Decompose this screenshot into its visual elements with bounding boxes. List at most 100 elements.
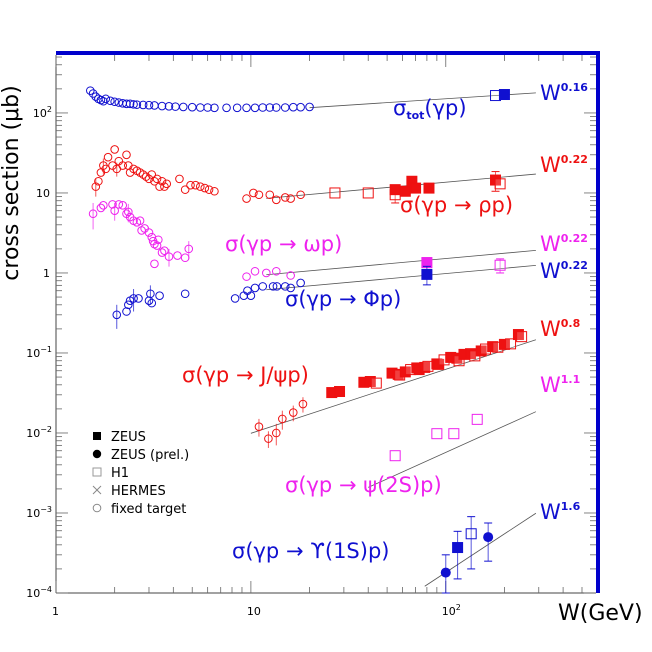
legend-filled-square-icon [93,432,101,440]
sigma-symbol: σ [225,232,238,256]
x-tick-label: 102 [442,603,461,618]
fixed-target-point [204,185,214,194]
zeus-point [465,348,477,360]
process-text: (γp → ϒ(1S)p) [245,539,389,563]
zeus-point [421,268,433,280]
power-law-base: W [540,232,561,256]
power-law-exponent: 0.22 [561,259,588,272]
fixed-target-point [250,103,260,113]
fixed-target-point [250,266,260,276]
process-label-omega: σ(γp → ωp) [225,232,342,256]
fixed-target-point [242,103,251,113]
zeus-prelim-point [440,567,451,578]
fixed-target-point [160,246,169,255]
fixed-target-point [99,96,108,106]
x-axis-label: W(GeV) [558,601,643,626]
process-label-phi: σ(γp → Φp) [285,287,401,311]
fixed-target-point [242,272,251,281]
fixed-target-point [88,89,98,98]
y-tick-label: 10−4 [26,585,52,600]
fixed-target-point [152,174,162,184]
y-axis-label: cross section (μb) [0,85,24,280]
fixed-target-point [210,186,219,196]
fixed-target-point [152,241,162,250]
fixed-target-point [254,422,264,431]
fixed-target-point [150,259,159,269]
fixed-target-point [242,194,251,203]
power-law-base: W [540,259,561,283]
power-law-label-upsilon: W1.6 [540,500,581,524]
fixed-target-point [271,428,281,438]
fixed-target-point [272,282,282,291]
power-law-label-omega: W0.22 [540,232,588,256]
fixed-target-point [88,209,98,219]
fixed-target-point [222,103,231,113]
zeus-point [419,361,431,373]
zeus-point [364,376,376,388]
power-law-label-rho: W0.22 [540,153,588,177]
power-law-label-psi2s: W1.1 [540,373,580,397]
fixed-target-point [144,100,154,110]
process-text: (γp → ωp) [238,232,342,256]
fixed-target-point [264,434,273,443]
legend-entry: fixed target [92,502,186,517]
process-text: (γp → ρp) [413,193,513,217]
fixed-target-point [280,193,290,202]
fit-line-phi [266,265,536,291]
fixed-target-point [296,102,305,112]
sigma-symbol: σ [393,96,406,120]
fixed-target-point [103,152,113,162]
power-law-exponent: 1.6 [561,500,581,513]
fixed-target-point [296,190,305,200]
fixed-target-point [125,99,135,109]
fixed-target-point [286,283,295,293]
fixed-target-point [146,289,155,299]
sigma-symbol: σ [232,539,245,563]
fixed-target-point [200,183,210,193]
fixed-target-point [124,300,133,310]
power-law-exponent: 1.1 [561,373,581,386]
fixed-target-point [101,164,111,174]
fixed-target-point [157,248,167,257]
x-tick-exponent: 2 [456,603,461,612]
zeus-prelim-point [483,532,494,543]
fixed-target-point [254,190,264,200]
fixed-target-point [99,201,108,210]
fixed-target-point [112,310,122,320]
fixed-target-point [195,182,205,191]
y-tick-label: 10 [36,187,50,200]
fixed-target-point [96,203,106,213]
legend-open-square-icon [92,467,102,477]
y-tick-exponent: −1 [40,345,52,354]
fixed-target-point [157,176,167,186]
fixed-target-point [91,182,101,191]
legend-label: ZEUS (prel.) [111,448,189,463]
y-tick-label: 102 [33,105,52,120]
fixed-target-point [118,201,128,210]
zeus-point [423,182,435,194]
y-tick-exponent: −4 [40,585,52,594]
zeus-point [389,184,401,196]
fixed-target-point [118,161,128,170]
fixed-target-point [144,228,154,237]
fixed-target-point [258,282,268,291]
fit-line-omega [266,249,536,276]
power-law-exponent: 0.22 [561,153,588,166]
fixed-target-point [122,99,131,109]
fixed-target-point [138,170,148,179]
fixed-target-point [94,176,103,186]
legend-entry: ZEUS (prel.) [92,448,189,463]
h1-point [494,259,506,271]
fixed-target-point [271,266,281,276]
process-label-psi2s: σ(γp → ψ(2S)p) [285,473,442,497]
legend-label: fixed target [111,502,186,517]
fixed-target-point [129,294,138,303]
zeus-point [452,542,464,554]
fixed-target-point [138,100,148,110]
fit-line-jpsi [250,339,537,434]
h1-point [362,187,374,199]
zeus-point [498,89,510,101]
fixed-target-point [280,103,290,112]
y-tick-exponent: 2 [47,105,52,114]
